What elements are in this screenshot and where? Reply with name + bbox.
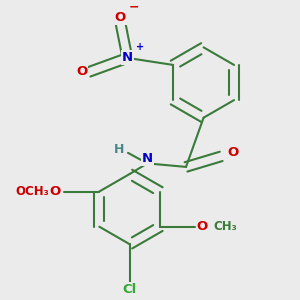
Text: −: −	[129, 0, 139, 13]
Text: O: O	[76, 65, 87, 79]
Text: O: O	[197, 220, 208, 233]
Text: +: +	[136, 42, 144, 52]
Text: H: H	[114, 143, 124, 156]
Text: CH₃: CH₃	[213, 220, 237, 233]
Text: OCH₃: OCH₃	[16, 185, 50, 198]
Text: N: N	[122, 51, 133, 64]
Text: O: O	[228, 146, 239, 159]
Text: Cl: Cl	[123, 284, 137, 296]
Text: O: O	[50, 185, 61, 198]
Text: N: N	[142, 152, 153, 165]
Text: O: O	[115, 11, 126, 24]
